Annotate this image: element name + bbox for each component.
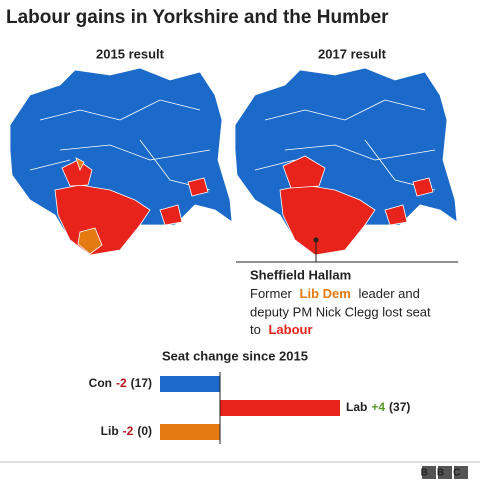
- bar: [220, 400, 340, 416]
- text: to: [250, 322, 261, 337]
- page-title: Labour gains in Yorkshire and the Humber: [6, 7, 389, 28]
- map-label: 2015 result: [96, 46, 165, 61]
- category-label: Lab: [346, 400, 367, 414]
- change-label: -2: [116, 376, 127, 390]
- bar-label: Lib -2 (0): [101, 424, 152, 438]
- bar: [160, 376, 220, 392]
- text: Former: [250, 286, 293, 301]
- change-label: +4: [371, 400, 385, 414]
- map-2015: [9, 67, 233, 256]
- bar-label: Con -2 (17): [89, 376, 152, 390]
- change-label: -2: [123, 424, 134, 438]
- chart-title: Seat change since 2015: [162, 348, 308, 363]
- annotation-line: to Labour: [250, 322, 313, 337]
- party-name: Lib Dem: [300, 286, 351, 301]
- map-label: 2017 result: [318, 46, 387, 61]
- bar-chart: Con -2 (17)Lab +4 (37)Lib -2 (0): [89, 372, 410, 444]
- seats-label: (0): [137, 424, 152, 438]
- text: leader and: [358, 286, 419, 301]
- category-label: Con: [89, 376, 112, 390]
- map-2017: [234, 67, 458, 256]
- seats-label: (17): [131, 376, 152, 390]
- category-label: Lib: [101, 424, 119, 438]
- annotation-line: Former Lib Dem leader and: [250, 286, 420, 301]
- annotation-line: deputy PM Nick Clegg lost seat: [250, 304, 431, 319]
- seats-label: (37): [389, 400, 410, 414]
- annotation-heading: Sheffield Hallam: [250, 267, 351, 282]
- party-name: Labour: [268, 322, 312, 337]
- logo-text: BBC: [421, 468, 470, 479]
- bar-label: Lab +4 (37): [346, 400, 410, 414]
- annotation: Sheffield Hallam Former Lib Dem leader a…: [236, 237, 458, 337]
- logo: BBC: [421, 466, 470, 479]
- bar: [160, 424, 220, 440]
